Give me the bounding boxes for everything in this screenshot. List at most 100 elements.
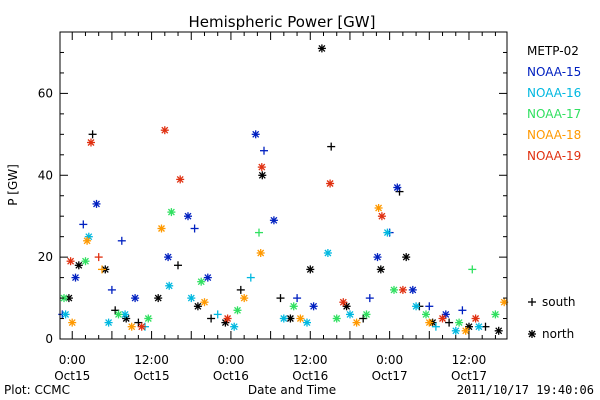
data-point [494, 326, 503, 335]
plot-timestamp: 2011/10/17 19:40:06 [457, 383, 594, 397]
data-point [190, 224, 199, 233]
data-point [230, 322, 239, 331]
data-point [402, 253, 411, 262]
legend-entry: NOAA-16 [527, 86, 581, 100]
data-point [377, 212, 386, 221]
x-tick-label: 0:00 [376, 353, 403, 367]
data-point [276, 294, 285, 303]
data-point [71, 273, 80, 282]
data-point [257, 163, 266, 172]
data-point [68, 318, 77, 327]
x-tick-label: 12:00 [452, 353, 487, 367]
y-tick-label: 0 [45, 332, 53, 346]
legend: METP-02 NOAA-15 NOAA-16 NOAA-17 NOAA-18 NOAA-… [527, 44, 581, 341]
data-point [376, 265, 385, 274]
series-noaa-15 [58, 130, 467, 319]
legend-marker [528, 330, 536, 338]
x-tick-label: Oct17 [372, 369, 408, 383]
series-noaa-18 [68, 204, 509, 335]
y-axis-label: P [GW] [6, 164, 20, 206]
data-point [390, 285, 398, 294]
data-point [327, 142, 336, 151]
data-point [131, 294, 140, 303]
x-axis-label: Date and Time [248, 383, 336, 397]
data-point [83, 236, 92, 245]
data-point [352, 318, 361, 327]
legend-marker-label: south [542, 295, 576, 309]
data-point [107, 285, 116, 294]
series-noaa-16 [61, 228, 483, 335]
data-point [66, 257, 75, 266]
x-tick-label: Oct15 [54, 369, 90, 383]
data-point [207, 314, 216, 323]
data-point [167, 208, 176, 217]
data-point [346, 310, 354, 319]
data-point [326, 179, 335, 188]
data-point [246, 273, 255, 282]
data-point [213, 310, 222, 319]
data-point [98, 265, 106, 274]
data-point [193, 302, 202, 311]
data-point [88, 130, 97, 139]
x-tick-label: Oct16 [292, 369, 328, 383]
data-point [306, 265, 315, 274]
x-tick-label: 0:00 [217, 353, 244, 367]
data-point [438, 314, 447, 323]
data-point [362, 310, 371, 319]
data-point [197, 277, 206, 286]
series-noaa-19 [66, 126, 480, 331]
data-point [425, 318, 434, 327]
data-point [157, 224, 166, 233]
data-point [111, 306, 120, 315]
legend-entry: NOAA-17 [527, 107, 581, 121]
data-point [458, 306, 467, 315]
data-point [373, 253, 382, 262]
data-point [339, 298, 348, 307]
data-point [137, 322, 146, 331]
data-point [74, 261, 83, 270]
data-point [323, 249, 332, 257]
y-tick-label: 40 [38, 168, 53, 182]
data-point [431, 322, 440, 331]
data-point [117, 236, 126, 245]
data-point [127, 322, 136, 331]
series-metp-02 [64, 44, 503, 335]
data-point [187, 294, 196, 303]
data-point [203, 273, 212, 282]
data-point [365, 294, 374, 303]
data-point [398, 285, 407, 294]
x-tick-label: 0:00 [59, 353, 86, 367]
plot-frame [59, 31, 508, 340]
data-point [251, 130, 260, 139]
data-point [445, 318, 454, 327]
legend-marker [528, 298, 536, 306]
data-point [223, 314, 232, 323]
data-point [87, 138, 95, 147]
data-point [393, 183, 402, 192]
data-point [255, 228, 263, 237]
data-point [491, 310, 500, 319]
data-point [81, 257, 90, 266]
x-tick-label: 12:00 [293, 353, 328, 367]
data-point [164, 253, 173, 262]
data-point [451, 326, 460, 335]
data-point [408, 285, 417, 294]
data-point [455, 318, 464, 327]
y-tick-label: 20 [38, 250, 53, 264]
series-noaa-17 [60, 208, 500, 327]
x-tick-label: 12:00 [134, 353, 169, 367]
data-point [240, 294, 249, 303]
data-point [176, 175, 185, 184]
y-tick-label: 60 [38, 86, 53, 100]
data-point [260, 146, 268, 155]
data-point [342, 302, 351, 311]
data-point [422, 310, 430, 319]
data-point [317, 44, 326, 53]
data-point [79, 220, 88, 229]
legend-marker-label: north [542, 327, 574, 341]
data-point [256, 249, 265, 257]
data-point [236, 285, 245, 294]
data-point [134, 318, 143, 327]
data-point [184, 212, 192, 221]
data-point [332, 314, 341, 323]
